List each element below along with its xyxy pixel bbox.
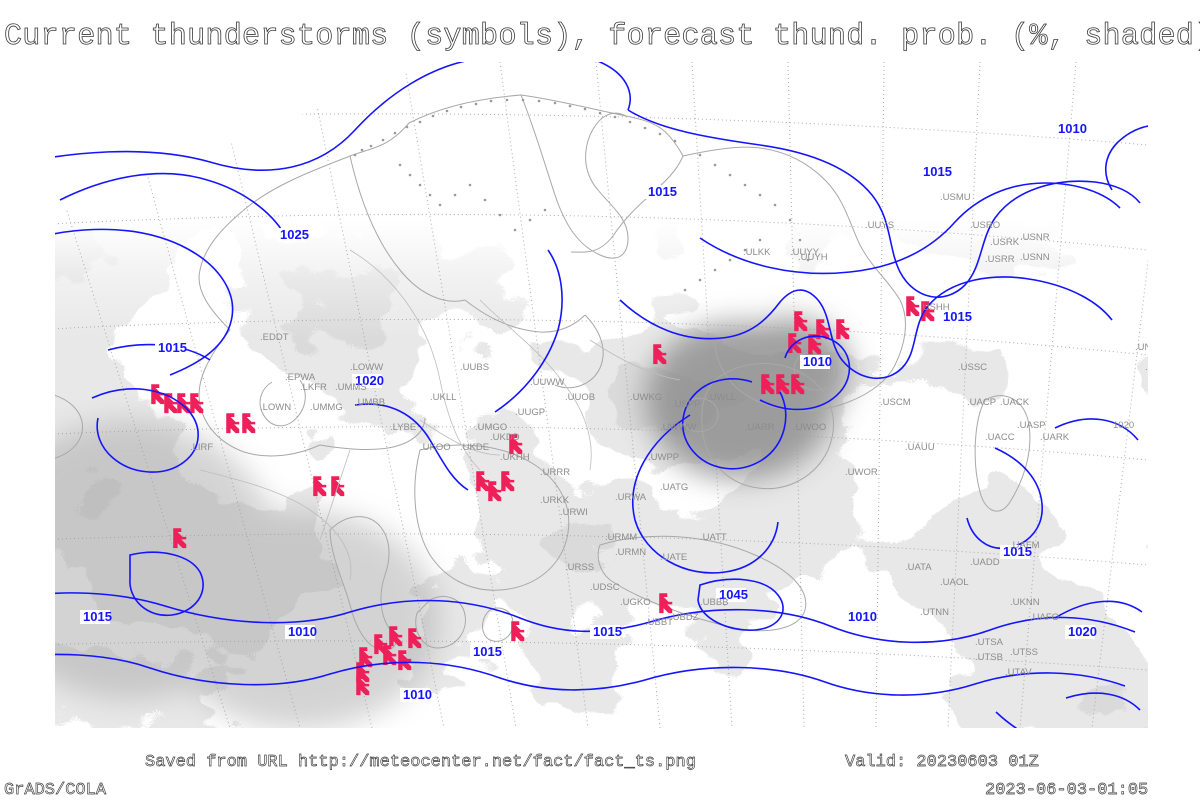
svg-text:.UAFM: .UAFM — [1010, 540, 1040, 551]
svg-text:.URMN: .URMN — [615, 547, 646, 558]
svg-text:.UUGP: .UUGP — [515, 407, 545, 418]
svg-text:.UKHH: .UKHH — [500, 452, 530, 463]
svg-text:.UTAV: .UTAV — [1005, 667, 1032, 678]
svg-text:.UAUU: .UAUU — [905, 442, 935, 453]
svg-text:.EDDT: .EDDT — [260, 332, 289, 343]
svg-text:.UACP: .UACP — [967, 397, 996, 408]
svg-text:.UACC: .UACC — [985, 432, 1015, 443]
svg-text:1015: 1015 — [923, 164, 952, 179]
svg-text:1010: 1010 — [1058, 121, 1087, 136]
svg-text:.UACK: .UACK — [1000, 397, 1030, 408]
svg-text:.UMBB: .UMBB — [355, 397, 385, 408]
svg-text:.UATG: .UATG — [660, 482, 688, 493]
svg-text:.UBDZ: .UBDZ — [670, 612, 699, 623]
svg-text:.UATT: .UATT — [700, 532, 727, 543]
svg-text:.UMMG: .UMMG — [310, 402, 343, 413]
svg-text:.UUYS: .UUYS — [865, 220, 894, 231]
svg-text:1010: 1010 — [403, 687, 432, 702]
svg-text:.UUBS: .UUBS — [460, 362, 489, 373]
svg-text:.UGKO: .UGKO — [620, 597, 651, 608]
svg-text:1015: 1015 — [648, 184, 677, 199]
svg-text:1015: 1015 — [83, 609, 112, 624]
svg-text:1015: 1015 — [593, 624, 622, 639]
svg-text:.UDSC: .UDSC — [590, 582, 620, 593]
svg-text:.UKOO: .UKOO — [420, 442, 451, 453]
svg-text:.UKNN: .UKNN — [1010, 597, 1040, 608]
svg-text:.USNR: .USNR — [1020, 232, 1050, 243]
svg-text:1020: 1020 — [1068, 624, 1097, 639]
svg-text:.UTSS: .UTSS — [1010, 647, 1038, 658]
svg-text:.USRR: .USRR — [985, 254, 1015, 265]
svg-text:1025: 1025 — [280, 227, 309, 242]
svg-text:.UTSA: .UTSA — [975, 637, 1004, 648]
svg-text:.UAOL: .UAOL — [940, 577, 969, 588]
svg-text:.UBBT: .UBBT — [645, 617, 673, 628]
svg-text:.UATE: .UATE — [660, 552, 687, 563]
svg-text:.URWA: .URWA — [615, 492, 647, 503]
svg-text:.LKFR: .LKFR — [300, 382, 327, 393]
svg-text:.UWPP: .UWPP — [648, 452, 679, 463]
svg-text:.UKDE: .UKDE — [460, 442, 489, 453]
svg-text:.LOWN: .LOWN — [260, 402, 291, 413]
svg-text:.UUWW: .UUWW — [530, 377, 564, 388]
svg-text:.UARK: .UARK — [1040, 432, 1070, 443]
svg-text:.UWOR: .UWOR — [845, 467, 878, 478]
svg-text:.ULKK: .ULKK — [743, 247, 771, 258]
svg-text:.UUYY: .UUYY — [790, 247, 820, 258]
svg-text:.URKK: .URKK — [540, 495, 570, 506]
svg-text:.USSC: .USSC — [958, 362, 987, 373]
svg-text:.USMU: .USMU — [940, 192, 971, 203]
svg-text:.USCM: .USCM — [880, 397, 911, 408]
svg-text:.UKLL: .UKLL — [430, 392, 456, 403]
svg-text:.UBBB: .UBBB — [700, 597, 729, 608]
svg-text:1010: 1010 — [848, 609, 877, 624]
svg-text:.URWI: .URWI — [560, 507, 588, 518]
svg-text:.UKDD: .UKDD — [490, 432, 520, 443]
svg-text:.UUOB: .UUOB — [565, 392, 595, 403]
svg-text:.UADD: .UADD — [970, 557, 1000, 568]
svg-text:.UNNT: .UNNT — [1135, 342, 1164, 353]
svg-text:.URSS: .URSS — [565, 562, 594, 573]
svg-text:.USRK: .USRK — [990, 237, 1020, 248]
svg-text:.UWOO: .UWOO — [793, 422, 826, 433]
svg-text:.URRR: .URRR — [540, 467, 570, 478]
svg-text:.USPP: .USPP — [672, 399, 701, 410]
svg-text:.URMM: .URMM — [605, 532, 637, 543]
svg-text:.UNBB: .UNBB — [1145, 362, 1174, 373]
svg-text:.UWWW: .UWWW — [660, 422, 696, 433]
svg-text:.UATA: .UATA — [905, 562, 932, 573]
svg-text:1010: 1010 — [803, 354, 832, 369]
svg-text:.UARR: .UARR — [745, 422, 775, 433]
svg-text:.UMMS: .UMMS — [335, 382, 367, 393]
svg-text:.UWLL: .UWLL — [707, 392, 736, 403]
svg-text:.LIRF: .LIRF — [190, 442, 213, 453]
svg-text:1015: 1015 — [473, 644, 502, 659]
svg-text:1020: 1020 — [1113, 420, 1134, 431]
svg-text:.EPWA: .EPWA — [285, 372, 316, 383]
svg-text:.LOWW: .LOWW — [350, 362, 383, 373]
svg-text:1015: 1015 — [158, 340, 187, 355]
svg-text:.USNN: .USNN — [1020, 252, 1050, 263]
svg-text:.UTSB: .UTSB — [975, 652, 1003, 663]
svg-text:.UTNN: .UTNN — [920, 607, 949, 618]
svg-text:.UASP: .UASP — [1017, 420, 1046, 431]
svg-text:.USHH: .USHH — [920, 302, 950, 313]
svg-text:1010: 1010 — [521, 47, 550, 62]
svg-text:.UWKG: .UWKG — [630, 392, 662, 403]
svg-text:.LYBE: .LYBE — [390, 422, 416, 433]
svg-text:1010: 1010 — [288, 624, 317, 639]
svg-text:.UAFO: .UAFO — [1030, 612, 1059, 623]
svg-text:.USRO: .USRO — [970, 220, 1000, 231]
